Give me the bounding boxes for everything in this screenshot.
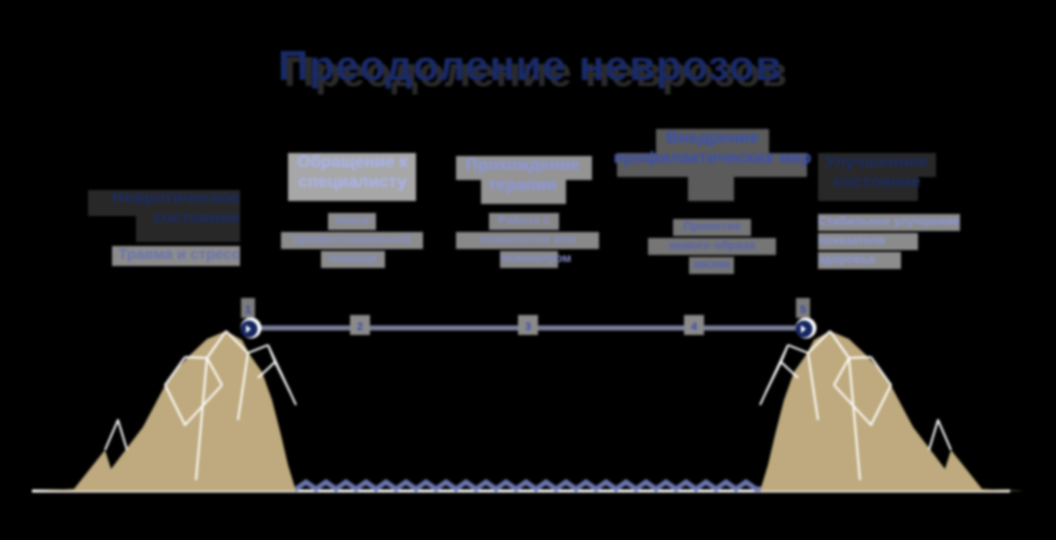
- svg-text:3: 3: [525, 321, 531, 333]
- svg-text:1: 1: [245, 304, 251, 316]
- svg-text:5: 5: [800, 304, 806, 316]
- svg-text:4: 4: [691, 321, 698, 333]
- svg-text:2: 2: [357, 321, 363, 333]
